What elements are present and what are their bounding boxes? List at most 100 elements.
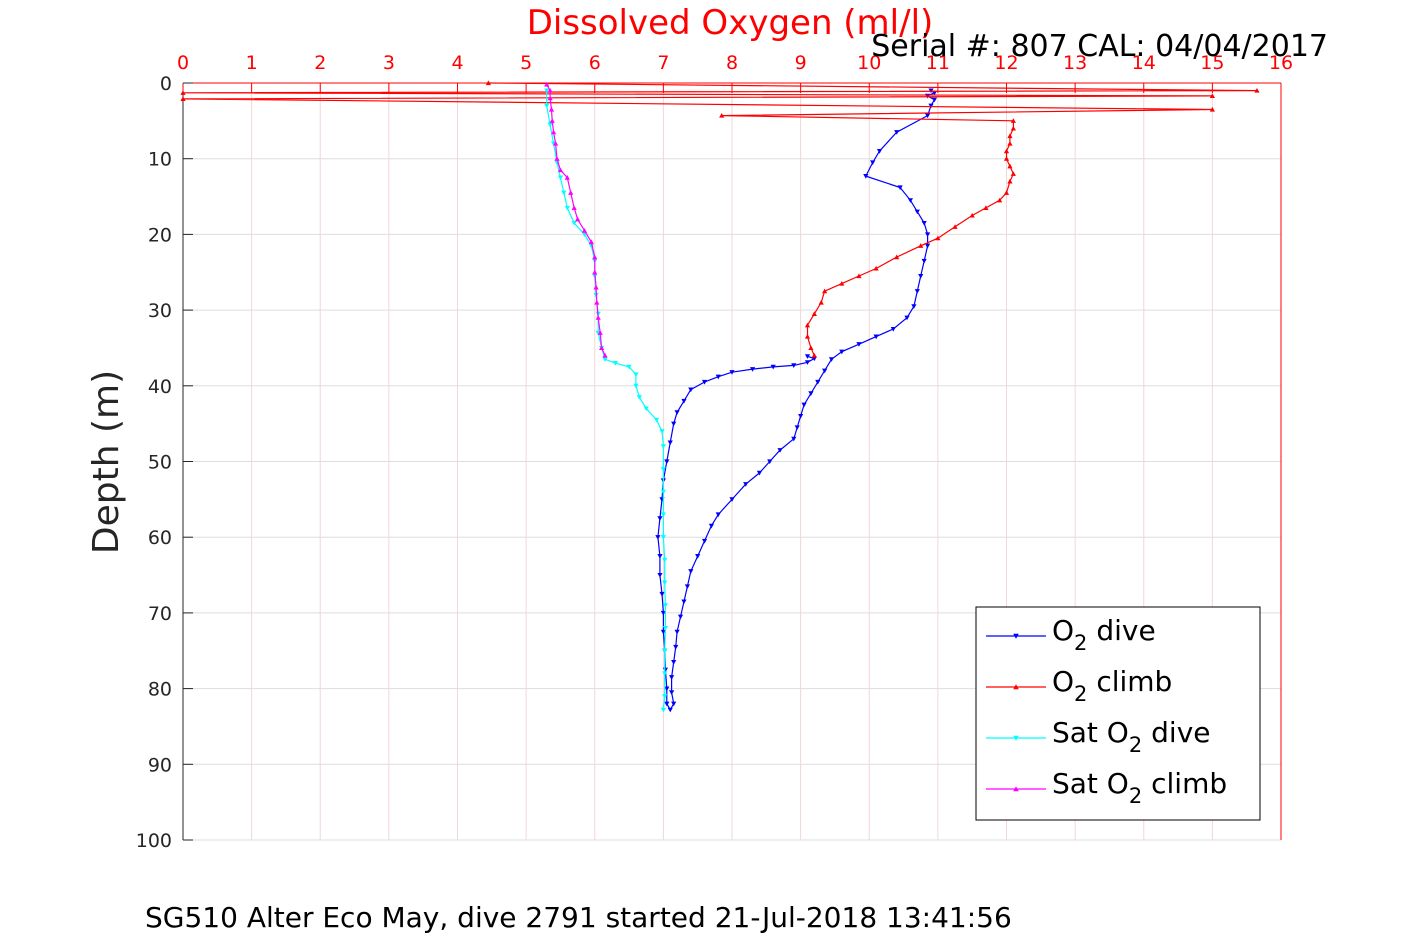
data-point-o2-dive [657,572,663,578]
data-point-sat-o2-dive [653,417,660,423]
data-point-o2-dive [657,516,663,521]
data-point-o2-dive [671,701,677,707]
series-line-sat-o2-dive [546,90,667,710]
data-point-o2-climb [1209,93,1215,98]
data-point-o2-climb [1003,190,1010,195]
data-point-sat-o2-climb [571,205,577,210]
data-point-o2-dive [931,90,938,96]
data-point-sat-o2-dive [660,489,666,495]
data-point-o2-climb [808,345,814,351]
data-point-o2-dive [928,103,934,109]
data-point-o2-dive [729,497,735,502]
data-point-o2-climb [997,197,1003,203]
data-point-sat-o2-dive [547,122,553,128]
data-point-o2-dive [729,370,735,375]
data-point-o2-climb [804,322,811,328]
data-point-sat-o2-dive [660,444,666,449]
data-point-o2-dive [828,357,835,362]
data-point-o2-dive [674,410,680,415]
data-point-sat-o2-climb [574,216,581,222]
data-point-o2-dive [688,387,694,393]
data-point-o2-dive [770,364,776,370]
legend-label: O2 dive [1052,614,1156,655]
x-tick-label: 13 [1063,52,1087,74]
data-point-o2-dive [756,470,763,476]
x-tick-label: 6 [589,52,601,74]
data-point-sat-o2-dive [662,671,668,677]
data-point-o2-climb [1007,163,1013,169]
data-point-o2-climb [969,212,975,218]
data-point-sat-o2-dive [662,603,669,608]
data-point-sat-o2-dive [588,243,594,249]
data-point-o2-climb [918,243,924,248]
data-point-sat-o2-climb [550,129,557,135]
data-point-o2-dive [664,459,670,465]
legend-marker [1013,786,1019,792]
data-point-o2-dive [870,160,876,166]
data-point-o2-climb [804,333,811,339]
data-point-o2-climb [873,265,879,271]
legend-entry-o2-climb: O2 climb [986,665,1172,706]
data-point-o2-climb [822,288,828,294]
data-point-o2-dive [839,349,845,355]
data-point-sat-o2-dive [612,361,618,366]
data-point-o2-dive [808,391,814,396]
x-tick-label: 5 [520,52,532,74]
data-point-o2-climb [1010,118,1016,123]
y-tick-label: 30 [148,300,172,322]
y-tick-label: 70 [148,603,172,625]
x-tick-label: 8 [726,52,738,74]
data-point-sat-o2-climb [549,118,555,123]
data-point-sat-o2-dive [571,220,577,226]
legend-marker [1013,735,1019,741]
data-point-o2-dive [673,644,679,650]
series-sat-o2-climb [544,81,608,358]
x-tick-label: 7 [657,52,669,74]
x-tick-label: 0 [177,52,189,74]
data-point-sat-o2-climb [568,190,574,195]
data-point-sat-o2-climb [597,330,603,335]
data-point-o2-dive [669,675,675,680]
legend-label: Sat O2 climb [1052,767,1227,808]
data-point-sat-o2-dive [659,429,665,434]
x-tick-label: 11 [926,52,950,74]
data-point-o2-dive [815,379,821,385]
data-point-sat-o2-climb [547,87,553,93]
data-point-sat-o2-climb [594,299,600,305]
data-point-o2-dive [921,220,927,226]
data-point-o2-dive [715,512,721,518]
data-point-o2-dive [914,209,920,215]
tick-labels: 0 1 2 3 4 5 6 7 8 9 10 11 12 13 14 15 160102030405060708… [136,52,1293,852]
data-point-o2-climb [983,205,989,210]
data-point-sat-o2-climb [548,106,555,112]
data-point-o2-dive [897,185,903,191]
chart-title: Dissolved Oxygen (ml/l) [527,3,934,43]
series-line-o2-dive [657,90,936,712]
data-point-o2-climb [1007,133,1013,139]
data-point-o2-dive [660,610,666,616]
data-point-o2-climb [839,281,845,286]
data-point-o2-climb [935,235,941,241]
data-point-sat-o2-dive [660,512,666,518]
data-point-o2-dive [743,482,749,487]
data-point-o2-dive [674,629,680,635]
data-point-o2-dive [804,354,811,359]
data-point-o2-dive [911,304,917,309]
data-point-o2-dive [794,425,800,431]
data-point-sat-o2-dive [633,383,639,389]
y-tick-label: 20 [148,224,172,246]
y-tick-label: 50 [148,452,172,474]
x-tick-label: 14 [1132,52,1156,74]
data-point-sat-o2-dive [662,625,669,631]
data-point-o2-climb [856,273,862,279]
data-point-o2-dive [701,379,708,385]
data-point-o2-climb [1003,156,1010,161]
x-tick-label: 12 [994,52,1018,74]
x-tick-label: 9 [795,52,807,74]
data-point-o2-dive [660,629,666,635]
data-point-sat-o2-climb [553,140,559,146]
data-point-sat-o2-climb [602,352,608,358]
data-point-o2-dive [684,584,690,590]
